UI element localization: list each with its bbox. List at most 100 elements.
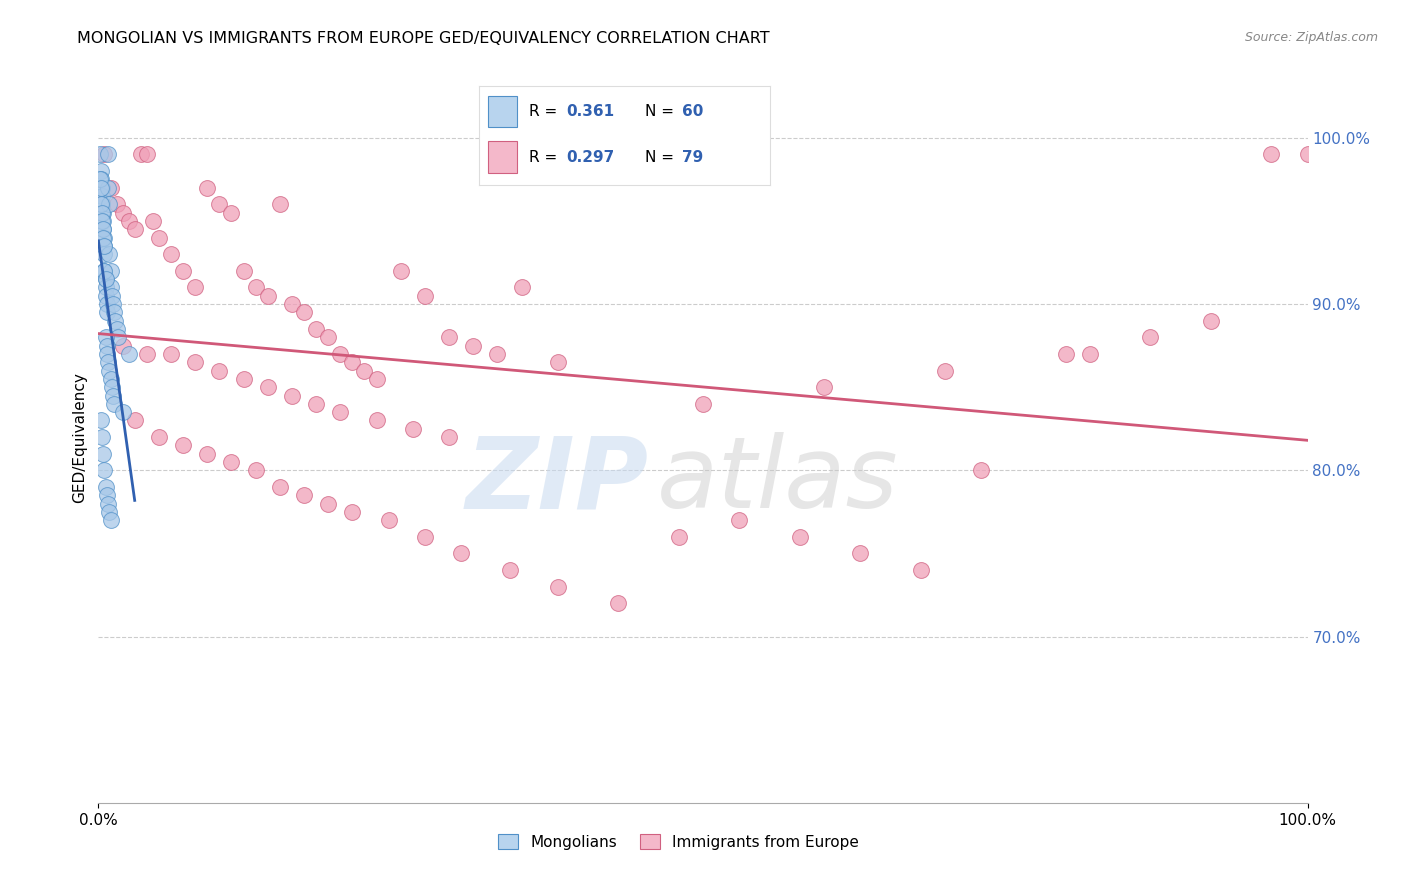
Point bbox=[89, 172, 111, 186]
Point bbox=[148, 430, 170, 444]
Point bbox=[437, 430, 460, 444]
Point bbox=[105, 197, 128, 211]
Point bbox=[94, 272, 117, 286]
Point bbox=[103, 397, 125, 411]
Point bbox=[195, 447, 218, 461]
Point bbox=[97, 147, 120, 161]
Point bbox=[96, 347, 118, 361]
Point bbox=[547, 580, 569, 594]
Point bbox=[94, 480, 117, 494]
Point bbox=[221, 205, 243, 219]
Point bbox=[93, 247, 115, 261]
Point bbox=[728, 513, 751, 527]
Point bbox=[100, 289, 122, 303]
Point bbox=[96, 297, 118, 311]
Point bbox=[90, 172, 112, 186]
Point bbox=[160, 347, 183, 361]
Point bbox=[98, 197, 121, 211]
Point bbox=[160, 247, 183, 261]
Point bbox=[111, 339, 134, 353]
Point bbox=[89, 147, 111, 161]
Point bbox=[103, 305, 125, 319]
Point bbox=[93, 264, 115, 278]
Point bbox=[101, 388, 124, 402]
Point bbox=[97, 180, 120, 194]
Point bbox=[813, 380, 835, 394]
Point bbox=[366, 372, 388, 386]
Point bbox=[100, 264, 122, 278]
Point bbox=[377, 513, 399, 527]
Point bbox=[90, 180, 112, 194]
Point bbox=[316, 497, 339, 511]
Point bbox=[111, 405, 134, 419]
Point bbox=[96, 488, 118, 502]
Point bbox=[100, 513, 122, 527]
Point bbox=[100, 180, 122, 194]
Point bbox=[1296, 147, 1319, 161]
Point bbox=[389, 264, 412, 278]
Point bbox=[342, 355, 364, 369]
Point bbox=[90, 197, 112, 211]
Point bbox=[329, 347, 352, 361]
Point bbox=[195, 180, 218, 194]
Point bbox=[366, 413, 388, 427]
Point bbox=[849, 546, 872, 560]
Point bbox=[498, 563, 520, 577]
Point bbox=[90, 164, 112, 178]
Point bbox=[96, 305, 118, 319]
Point bbox=[292, 488, 315, 502]
Point bbox=[93, 239, 115, 253]
Text: Source: ZipAtlas.com: Source: ZipAtlas.com bbox=[1244, 31, 1378, 45]
Point bbox=[437, 330, 460, 344]
Point bbox=[105, 322, 128, 336]
Point bbox=[93, 239, 115, 253]
Point bbox=[789, 530, 811, 544]
Point bbox=[100, 372, 122, 386]
Point bbox=[450, 546, 472, 560]
Point bbox=[91, 180, 114, 194]
Point bbox=[1054, 347, 1077, 361]
Point bbox=[96, 339, 118, 353]
Point bbox=[329, 405, 352, 419]
Point bbox=[135, 347, 157, 361]
Point bbox=[172, 438, 194, 452]
Point bbox=[970, 463, 993, 477]
Point bbox=[413, 530, 436, 544]
Point bbox=[98, 505, 121, 519]
Point bbox=[208, 363, 231, 377]
Point bbox=[124, 222, 146, 236]
Point bbox=[93, 230, 115, 244]
Point bbox=[101, 297, 124, 311]
Point bbox=[1078, 347, 1101, 361]
Point bbox=[208, 197, 231, 211]
Point bbox=[104, 314, 127, 328]
Point bbox=[90, 413, 112, 427]
Text: MONGOLIAN VS IMMIGRANTS FROM EUROPE GED/EQUIVALENCY CORRELATION CHART: MONGOLIAN VS IMMIGRANTS FROM EUROPE GED/… bbox=[77, 31, 770, 46]
Point bbox=[91, 222, 114, 236]
Point bbox=[232, 372, 254, 386]
Point bbox=[91, 222, 114, 236]
Point bbox=[93, 463, 115, 477]
Point bbox=[668, 530, 690, 544]
Point bbox=[269, 197, 291, 211]
Point bbox=[94, 289, 117, 303]
Point bbox=[118, 347, 141, 361]
Point bbox=[91, 197, 114, 211]
Point bbox=[100, 280, 122, 294]
Point bbox=[91, 214, 114, 228]
Point bbox=[148, 230, 170, 244]
Point bbox=[934, 363, 956, 377]
Point bbox=[98, 247, 121, 261]
Point bbox=[91, 205, 114, 219]
Point bbox=[692, 397, 714, 411]
Text: atlas: atlas bbox=[657, 433, 898, 530]
Point bbox=[607, 596, 630, 610]
Point bbox=[172, 264, 194, 278]
Point bbox=[184, 280, 207, 294]
Point bbox=[245, 463, 267, 477]
Point bbox=[129, 147, 152, 161]
Point bbox=[1260, 147, 1282, 161]
Point bbox=[510, 280, 533, 294]
Point bbox=[256, 380, 278, 394]
Point bbox=[97, 497, 120, 511]
